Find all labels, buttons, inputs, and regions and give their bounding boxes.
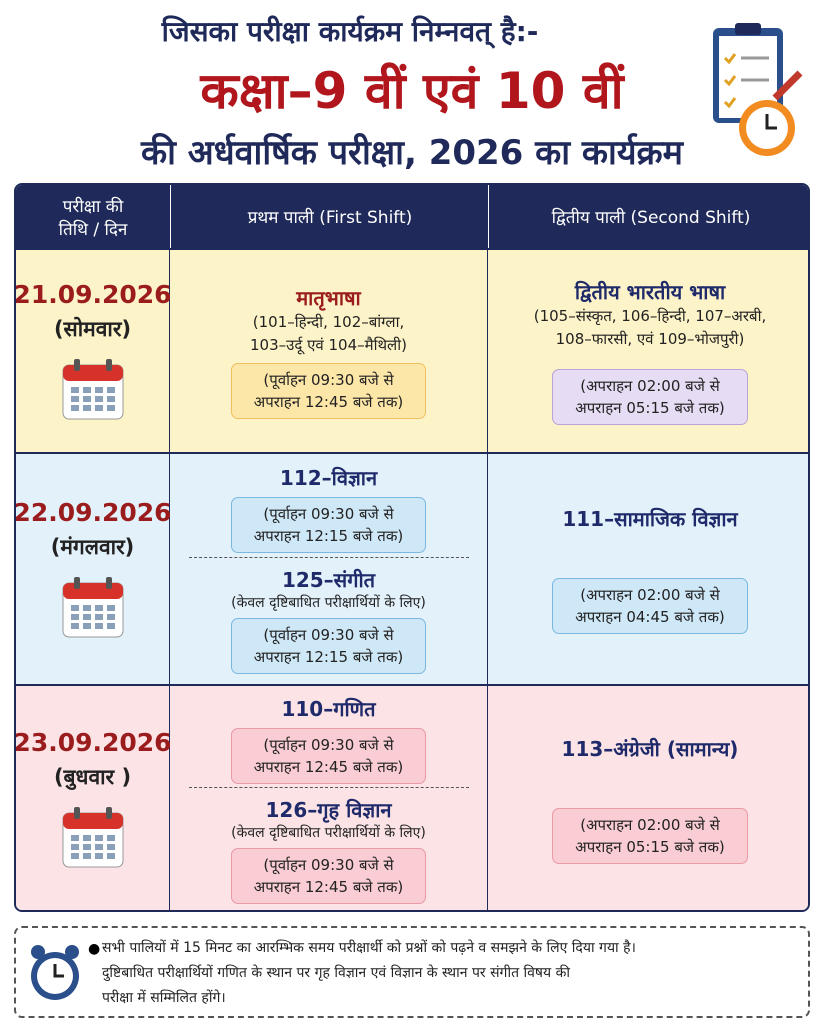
alarm-icon: [31, 945, 79, 1000]
second-shift-cell: 111–सामाजिक विज्ञान (अपराहन 02:00 बजे से अ…: [488, 452, 808, 684]
exam: मातृभाषा (101–हिन्दी, 102–बांग्ला, 103–उर्…: [230, 284, 427, 419]
time-text: (अपराहन 02:00 बजे से: [580, 816, 720, 834]
first-shift-cell: 110–गणित (पूर्वाहन 09:30 बजे से अपराहन 12:…: [170, 684, 488, 910]
header-text: तिथि / दिन: [58, 219, 128, 240]
second-shift-cell: द्वितीय भारतीय भाषा (105–संस्कृत, 106–हिन…: [488, 248, 808, 452]
time-box: (अपराहन 02:00 बजे से अपराहन 05:15 बजे तक): [552, 368, 748, 425]
calendar-icon: [62, 358, 123, 419]
date: 21.09.2026: [14, 279, 172, 309]
time-text: अपराहन 12:45 बजे तक): [253, 877, 404, 896]
bullet: ●: [88, 941, 101, 957]
subject: 110–गणित: [281, 697, 376, 722]
subject: मातृभाषा: [296, 285, 361, 310]
footnote-line: दुष्टिबाधित परीक्षार्थियों गणित के स्थान…: [102, 965, 570, 981]
first-shift-cell: मातृभाषा (101–हिन्दी, 102–बांग्ला, 103–उर्…: [170, 248, 488, 452]
time-box: (पूर्वाहन 09:30 बजे से अपराहन 12:15 बजे त…: [230, 497, 427, 553]
header-cell: परीक्षा की तिथि / दिन: [16, 185, 170, 248]
time-text: (पूर्वाहन 09:30 बजे से: [263, 736, 394, 755]
subject-detail: 108–फारसी, एवं 109–भोजपुरी): [555, 329, 745, 348]
time-text: अपराहन 12:45 बजे तक): [253, 392, 404, 411]
time-text: अपराहन 12:45 बजे तक): [253, 758, 404, 777]
time-text: (अपराहन 02:00 बजे से: [580, 376, 720, 395]
time-wrap: (अपराहन 02:00 बजे से अपराहन 05:15 बजे तक): [552, 363, 748, 425]
time-text: (पूर्वाहन 09:30 बजे से: [263, 626, 394, 644]
header-text: परीक्षा की: [62, 196, 124, 217]
subject-detail: (105–संस्कृत, 106–हिन्दी, 107–अरबी,: [533, 306, 767, 325]
header-line3: की अर्धवार्षिक परीक्षा, 2026 का कार्यक्र…: [140, 133, 684, 173]
clipboard-clock-icon: [713, 23, 803, 156]
subject: 125–संगीत: [281, 568, 376, 592]
subject-detail: (101–हिन्दी, 102–बांग्ला,: [252, 312, 405, 331]
header-line2: कक्षा–9 वीं एवं 10 वीं: [200, 62, 624, 120]
footnote-line: सभी पालियों में 15 मिनट का आरम्भिक समय प…: [102, 940, 636, 956]
header-cell: प्रथम पाली (First Shift): [170, 185, 489, 248]
time-box: (पूर्वाहन 09:30 बजे से अपराहन 12:45 बजे त…: [230, 362, 427, 419]
date: 23.09.2026: [14, 728, 172, 757]
time-box: (अपराहन 02:00 बजे से अपराहन 04:45 बजे तक): [552, 577, 748, 634]
date-cell: 21.09.2026 (सोमवार): [14, 248, 172, 452]
time-text: (पूर्वाहन 09:30 बजे से: [263, 505, 394, 523]
time-text: (पूर्वाहन 09:30 बजे से: [263, 370, 394, 389]
time-text: अपराहन 05:15 बजे तक): [575, 838, 725, 856]
schedule-table: परीक्षा की तिथि / दिन प्रथम पाली (First Sh…: [14, 183, 810, 912]
second-shift-cell: 113–अंग्रेजी (सामान्य) (अपराहन 02:00 बजे …: [488, 684, 808, 910]
footnote-text: सभी पालियों में 15 मिनट का आरम्भिक समय प…: [102, 936, 802, 1011]
calendar-icon: [62, 576, 123, 637]
subject: द्वितीय भारतीय भाषा: [574, 279, 726, 304]
subject: 111–सामाजिक विज्ञान: [562, 506, 738, 531]
note: (केवल दृष्टिबाधित परीक्षार्थियों के लिए): [231, 595, 426, 611]
exam: 125–संगीत (केवल दृष्टिबाधित परीक्षार्थियो…: [188, 557, 469, 674]
footnote-box: ● सभी पालियों में 15 मिनट का आरम्भिक समय…: [14, 926, 810, 1018]
time-wrap: (अपराहन 02:00 बजे से अपराहन 04:45 बजे तक): [552, 572, 748, 634]
time-text: (पूर्वाहन 09:30 बजे से: [263, 855, 394, 874]
time-box: (अपराहन 02:00 बजे से अपराहन 05:15 बजे तक): [552, 808, 748, 864]
date-cell: 22.09.2026 (मंगलवार): [14, 452, 172, 684]
time-wrap: (अपराहन 02:00 बजे से अपराहन 05:15 बजे तक): [552, 802, 748, 864]
header-cell: द्वितीय पाली (Second Shift): [488, 185, 808, 248]
calendar-icon: [62, 807, 123, 868]
first-shift-cell: 112–विज्ञान (पूर्वाहन 09:30 बजे से अपराहन …: [170, 452, 488, 684]
header-line1: जिसका परीक्षा कार्यक्रम निम्नवत् है:-: [161, 15, 539, 48]
date: 22.09.2026: [14, 497, 172, 527]
time-text: अपराहन 04:45 बजे तक): [575, 607, 725, 626]
subject-detail: 103–उर्दू एवं 104–मैथिली): [250, 335, 407, 354]
day: (बुधवार ): [53, 765, 132, 789]
time-box: (पूर्वाहन 09:30 बजे से अपराहन 12:15 बजे त…: [230, 618, 427, 674]
exam: 112–विज्ञान (पूर्वाहन 09:30 बजे से अपराहन …: [230, 464, 427, 553]
day: (मंगलवार): [50, 534, 135, 559]
time-text: अपराहन 12:15 बजे तक): [253, 648, 404, 666]
header-text: द्वितीय पाली (Second Shift): [551, 208, 751, 228]
subject: 126–गृह विज्ञान: [265, 797, 392, 822]
time-box: (पूर्वाहन 09:30 बजे से अपराहन 12:45 बजे त…: [230, 728, 427, 785]
day: (सोमवार): [53, 316, 132, 341]
time-text: (अपराहन 02:00 बजे से: [580, 585, 720, 604]
header-text: प्रथम पाली (First Shift): [247, 208, 413, 228]
exam: 126–गृह विज्ञान (केवल दृष्टिबाधित परीक्षा…: [188, 786, 469, 904]
date-cell: 23.09.2026 (बुधवार ): [14, 684, 172, 910]
time-text: अपराहन 12:15 बजे तक): [253, 527, 404, 545]
time-text: अपराहन 05:15 बजे तक): [575, 398, 725, 417]
exam: 110–गणित (पूर्वाहन 09:30 बजे से अपराहन 12:…: [230, 695, 427, 785]
subject: 112–विज्ञान: [279, 466, 378, 490]
note: (केवल दृष्टिबाधित परीक्षार्थियों के लिए): [231, 824, 426, 841]
time-box: (पूर्वाहन 09:30 बजे से अपराहन 12:45 बजे त…: [230, 847, 427, 904]
subject: 113–अंग्रेजी (सामान्य): [561, 737, 739, 761]
footnote-line: परीक्षा में सम्मिलित होंगे।: [102, 990, 226, 1006]
